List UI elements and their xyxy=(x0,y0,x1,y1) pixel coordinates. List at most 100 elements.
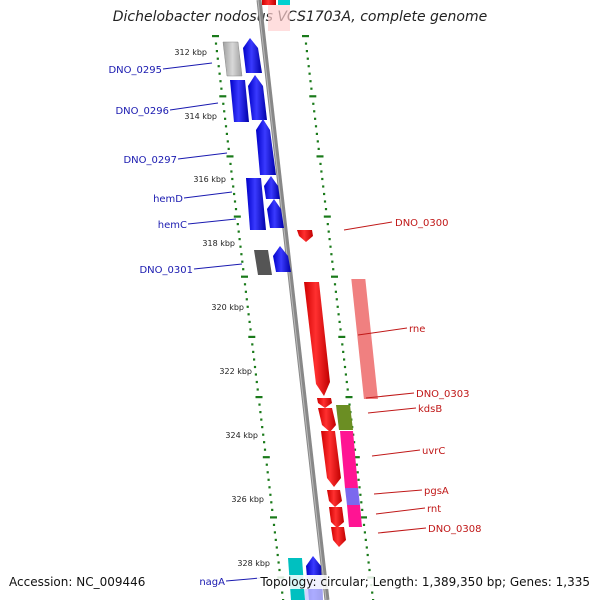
reverse-ruler-dot xyxy=(368,568,371,572)
gene-DNO_0301-gray[interactable] xyxy=(254,250,272,275)
reverse-ruler-dot xyxy=(317,147,320,150)
forward-ruler-dot xyxy=(260,418,263,421)
forward-ruler-dot xyxy=(276,553,279,557)
forward-ruler-dot xyxy=(277,561,280,564)
reverse-ruler-dot xyxy=(331,260,334,263)
forward-ruler-dot xyxy=(245,298,248,301)
forward-ruler-dot xyxy=(233,215,241,218)
forward-ruler-dot xyxy=(278,568,281,572)
reverse-ruler-dot xyxy=(367,561,370,564)
forward-ruler-dot xyxy=(270,516,277,519)
gene-DNO_0303[interactable] xyxy=(317,398,332,408)
reverse-ruler-dot xyxy=(345,380,348,384)
reverse-ruler-dot xyxy=(344,373,347,376)
forward-ruler-dot xyxy=(244,290,247,293)
gene-DNO_0295-gray[interactable] xyxy=(222,41,243,77)
forward-ruler-dot xyxy=(249,328,252,331)
label-uvrC[interactable]: uvrC xyxy=(422,446,445,457)
forward-ruler-dot xyxy=(233,200,237,203)
label-DNO_0295[interactable]: DNO_0295 xyxy=(108,65,162,76)
forward-ruler-dot xyxy=(261,426,264,429)
reverse-ruler-dot xyxy=(335,298,338,301)
reverse-ruler-dot xyxy=(348,403,351,406)
reverse-ruler-dot xyxy=(306,57,309,60)
label-pgsA[interactable]: pgsA xyxy=(424,486,449,497)
label-rnt[interactable]: rnt xyxy=(427,504,441,515)
gene-DNO_0297[interactable] xyxy=(256,119,276,175)
reverse-ruler-dot xyxy=(337,313,340,316)
reverse-ruler-dot xyxy=(343,358,346,361)
forward-ruler-dot xyxy=(214,42,218,45)
reverse-ruler-dot xyxy=(309,80,312,83)
forward-ruler-dot xyxy=(258,403,261,406)
forward-ruler-dot xyxy=(240,253,243,256)
forward-ruler-dot xyxy=(239,245,242,248)
forward-ruler-dot xyxy=(267,478,270,481)
label-DNO_0296[interactable]: DNO_0296 xyxy=(115,106,169,117)
forward-ruler-dot xyxy=(241,275,248,278)
right-gene-labels: DNO_0300 rne DNO_0303 kdsB uvrC pgsA rnt… xyxy=(343,218,482,535)
forward-ruler-dot xyxy=(256,388,259,391)
label-rne[interactable]: rne xyxy=(409,324,425,335)
reverse-ruler-dot xyxy=(338,335,346,338)
forward-ruler-dot xyxy=(251,343,254,346)
kbp-tick-318: 318 kbp xyxy=(202,239,235,248)
reverse-ruler-dot xyxy=(346,388,349,391)
reverse-ruler-dot xyxy=(363,531,366,534)
forward-ruler-dot xyxy=(219,95,227,98)
label-DNO_0300[interactable]: DNO_0300 xyxy=(395,218,449,229)
left-gene-labels: DNO_0295 DNO_0296 DNO_0297 hemD hemC DNO… xyxy=(108,62,261,588)
gene-kdsB[interactable] xyxy=(318,405,353,432)
gene-hemC[interactable] xyxy=(267,199,284,228)
gene-uvrC[interactable] xyxy=(321,431,358,488)
reverse-ruler-dot xyxy=(315,132,318,135)
gene-DNO_0301[interactable] xyxy=(273,246,291,272)
label-hemD[interactable]: hemD xyxy=(153,194,183,205)
label-DNO_0301[interactable]: DNO_0301 xyxy=(139,265,193,276)
label-DNO_0303[interactable]: DNO_0303 xyxy=(416,389,470,400)
reverse-ruler-dot xyxy=(319,162,322,165)
reverse-ruler-dot xyxy=(323,192,326,196)
gene-DNO_0300[interactable] xyxy=(297,230,313,242)
forward-ruler-dot xyxy=(223,110,226,113)
reverse-ruler-dot xyxy=(308,72,311,75)
reverse-ruler-dot xyxy=(327,230,330,233)
forward-ruler-dot xyxy=(232,185,235,188)
label-DNO_0297[interactable]: DNO_0297 xyxy=(123,155,177,166)
forward-ruler-dot xyxy=(274,538,277,541)
reverse-ruler-dot xyxy=(361,508,364,511)
reverse-ruler-dot xyxy=(323,200,327,203)
forward-ruler-dot xyxy=(226,155,234,158)
gene-hemD[interactable] xyxy=(246,176,280,230)
gene-pgsA[interactable] xyxy=(327,488,360,507)
forward-ruler-dot xyxy=(226,140,229,143)
gene-DNO_0296[interactable] xyxy=(230,75,267,122)
label-hemC[interactable]: hemC xyxy=(158,220,187,231)
forward-ruler-dot xyxy=(262,433,265,436)
forward-ruler-dot xyxy=(248,335,256,338)
forward-ruler-dot xyxy=(247,313,250,316)
gene-DNO_0308[interactable] xyxy=(331,527,346,547)
gene-rnt[interactable] xyxy=(329,505,362,528)
gene-DNO_0295[interactable] xyxy=(243,38,262,73)
reverse-ruler-dot xyxy=(329,245,332,248)
reverse-ruler-dot xyxy=(309,95,317,98)
label-DNO_0308[interactable]: DNO_0308 xyxy=(428,524,482,535)
reverse-ruler-dot xyxy=(353,448,357,451)
reverse-ruler-dot xyxy=(342,350,345,353)
reverse-ruler-dot xyxy=(332,268,335,271)
reverse-ruler-dot xyxy=(326,223,329,226)
forward-ruler-dot xyxy=(219,80,222,83)
gene-top-cutoff[interactable] xyxy=(262,0,290,31)
forward-ruler-dot xyxy=(271,508,274,511)
label-kdsB[interactable]: kdsB xyxy=(418,404,442,415)
gene-rne[interactable] xyxy=(304,279,378,399)
forward-strand-ruler xyxy=(212,35,285,600)
label-nagA[interactable]: nagA xyxy=(199,577,225,588)
kbp-tick-320: 320 kbp xyxy=(211,303,244,312)
forward-ruler-dot xyxy=(222,102,225,105)
reverse-ruler-dot xyxy=(343,365,347,369)
reverse-ruler-dot xyxy=(314,125,318,128)
forward-ruler-dot xyxy=(270,501,273,504)
